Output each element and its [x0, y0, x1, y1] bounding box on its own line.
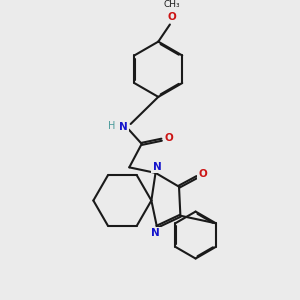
Text: CH₃: CH₃ [164, 0, 180, 9]
Text: N: N [151, 228, 160, 238]
Text: N: N [152, 162, 161, 172]
Text: O: O [164, 133, 173, 143]
Text: H: H [109, 121, 116, 131]
Text: O: O [198, 169, 207, 179]
Text: O: O [168, 12, 176, 22]
Text: N: N [119, 122, 128, 132]
